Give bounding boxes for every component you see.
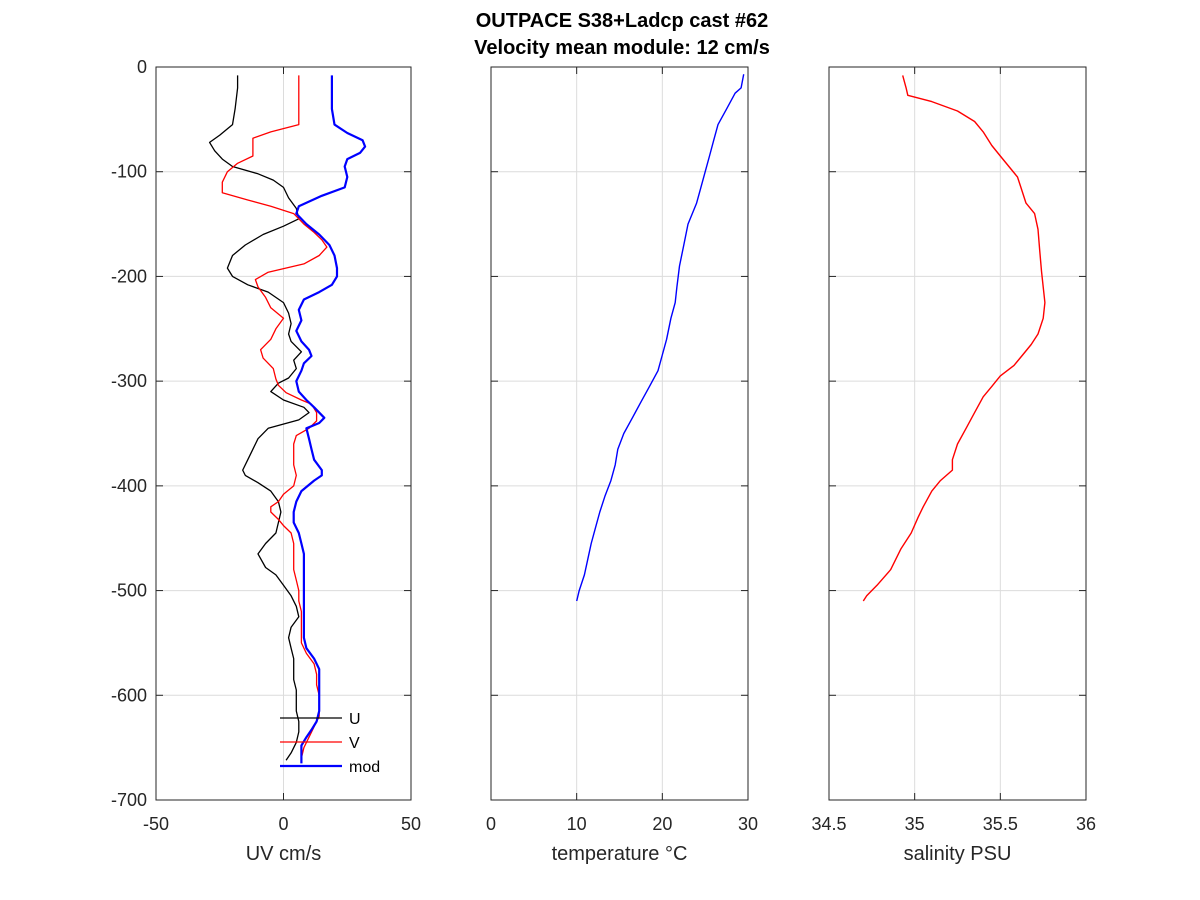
figure-title-line1: OUTPACE S38+Ladcp cast #62	[476, 10, 769, 32]
series-line-mod	[292, 75, 367, 764]
plot-area	[491, 67, 748, 800]
x-tick-label: 36	[1076, 814, 1096, 834]
x-tick-label: 30	[738, 814, 758, 834]
y-tick-label: -700	[111, 790, 147, 810]
x-tick-label: 50	[401, 814, 421, 834]
y-tick-label: -500	[111, 581, 147, 601]
y-tick-label: -600	[111, 685, 147, 705]
y-tick-label: -200	[111, 266, 147, 286]
x-axis-label: temperature °C	[552, 843, 688, 865]
y-tick-label: 0	[137, 57, 147, 77]
x-tick-label: 10	[567, 814, 587, 834]
panel-3: 34.5 35 35.5 36 salinity PSU	[811, 66, 1096, 865]
x-tick-label: 35	[905, 814, 925, 834]
y-tick-label: -100	[111, 162, 147, 182]
x-tick-label: 20	[652, 814, 672, 834]
x-tick-label: 34.5	[811, 814, 846, 834]
x-tick-label: 0	[278, 814, 288, 834]
series-line-profile	[576, 74, 745, 602]
legend-label-mod: mod	[349, 759, 380, 776]
legend-label-v: V	[349, 735, 360, 752]
x-tick-label: -50	[143, 814, 169, 834]
plot-area	[829, 67, 1086, 800]
axes-frame	[828, 66, 1087, 801]
x-tick-label: 35.5	[983, 814, 1018, 834]
x-axis-label: UV cm/s	[246, 843, 322, 865]
figure-title-line2: Velocity mean module: 12 cm/s	[474, 37, 770, 59]
legend-label-u: U	[349, 711, 361, 728]
x-tick-label: 0	[486, 814, 496, 834]
x-axis-label: salinity PSU	[904, 843, 1012, 865]
y-tick-label: -400	[111, 476, 147, 496]
axes-frame	[490, 66, 749, 801]
panel-2: 0 10 20 30 temperature °C	[486, 66, 758, 865]
series-line-u	[208, 75, 310, 761]
series-line-profile	[862, 75, 1046, 602]
y-tick-label: -300	[111, 371, 147, 391]
axes-frame	[155, 66, 412, 801]
